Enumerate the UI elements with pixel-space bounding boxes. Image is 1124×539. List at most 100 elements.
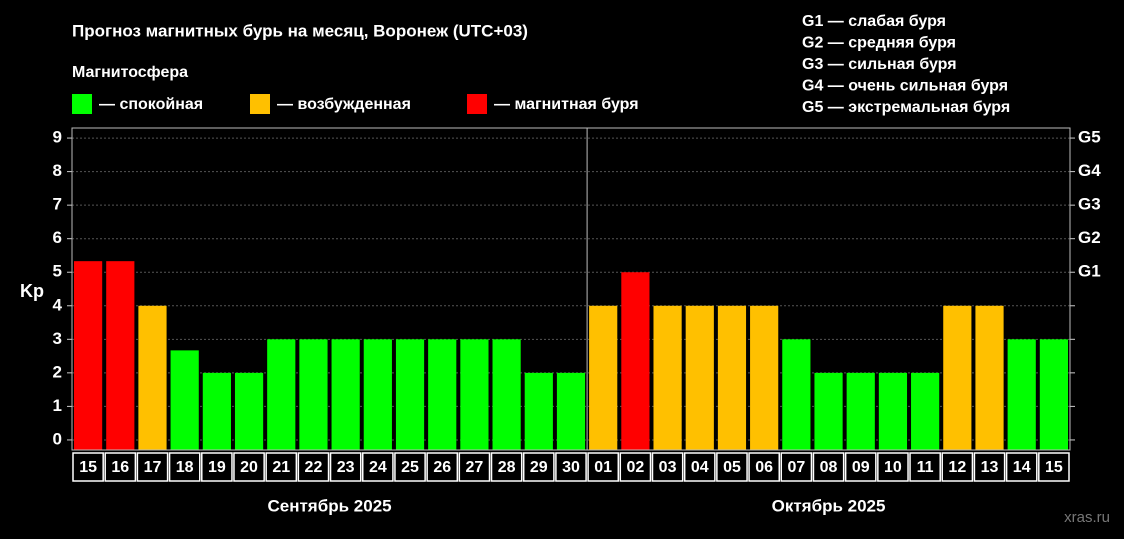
bar <box>299 339 328 450</box>
x-tick-label: 22 <box>305 459 323 476</box>
day-box <box>716 452 748 482</box>
x-tick-label: 06 <box>755 459 773 476</box>
y2-tick-label: G1 <box>1078 262 1101 281</box>
bar <box>170 350 199 450</box>
day-box <box>909 452 941 482</box>
legend-label: — спокойная <box>99 96 203 113</box>
day-box <box>973 452 1006 482</box>
bar <box>556 372 586 450</box>
day-box <box>780 452 813 482</box>
y2-tick-label: G2 <box>1078 228 1101 247</box>
storm-scale-item: G4 — очень сильная буря <box>802 78 1008 95</box>
bar <box>782 339 811 450</box>
day-box <box>683 452 716 482</box>
x-tick-label: 28 <box>498 459 516 476</box>
day-box <box>458 452 491 482</box>
day-box <box>941 452 974 482</box>
day-box <box>748 452 781 482</box>
month-label: Сентябрь 2025 <box>267 496 391 515</box>
day-box <box>490 452 523 482</box>
y-tick-label: 6 <box>53 228 62 247</box>
y-tick-label: 0 <box>53 429 62 448</box>
day-box <box>651 452 684 482</box>
bar <box>878 372 908 450</box>
x-tick-label: 02 <box>626 459 644 476</box>
y-tick-label: 5 <box>53 262 62 281</box>
bar <box>460 339 489 450</box>
day-box <box>522 452 555 482</box>
x-tick-label: 17 <box>144 459 162 476</box>
x-tick-label: 12 <box>948 459 966 476</box>
x-tick-label: 20 <box>240 459 258 476</box>
bar <box>911 372 940 450</box>
x-tick-label: 01 <box>594 459 612 476</box>
watermark: xras.ru <box>1064 509 1110 526</box>
bar <box>943 305 972 450</box>
x-tick-label: 24 <box>369 459 387 476</box>
y2-tick-label: G3 <box>1078 195 1101 214</box>
day-box <box>297 452 330 482</box>
day-box <box>555 452 587 482</box>
legend-label: — магнитная буря <box>494 96 639 113</box>
day-box <box>136 452 169 482</box>
bar <box>1039 339 1068 450</box>
y2-tick-label: G5 <box>1078 128 1101 147</box>
bar <box>717 305 747 450</box>
chart-title: Прогноз магнитных бурь на месяц, Воронеж… <box>72 21 528 40</box>
x-tick-label: 13 <box>981 459 999 476</box>
x-tick-label: 14 <box>1013 459 1031 476</box>
bar <box>106 261 135 450</box>
x-tick-label: 08 <box>820 459 838 476</box>
bar <box>589 305 618 450</box>
day-box <box>329 452 362 482</box>
legend-label: — возбужденная <box>277 96 411 113</box>
day-box <box>233 452 265 482</box>
legend-swatch <box>250 94 270 114</box>
day-box <box>361 452 394 482</box>
y-tick-label: 9 <box>53 128 62 147</box>
day-box <box>619 452 652 482</box>
bar <box>74 261 103 450</box>
x-tick-label: 10 <box>884 459 902 476</box>
bar <box>685 305 714 450</box>
bar <box>428 339 457 450</box>
day-box <box>168 452 201 482</box>
day-box <box>1038 452 1070 482</box>
x-tick-label: 27 <box>466 459 484 476</box>
x-tick-label: 26 <box>433 459 451 476</box>
storm-scale-item: G2 — средняя буря <box>802 35 956 52</box>
x-tick-label: 19 <box>208 459 226 476</box>
bar <box>331 339 360 450</box>
bar <box>975 305 1004 450</box>
bar <box>138 305 167 450</box>
bar <box>234 372 264 450</box>
bar <box>524 372 553 450</box>
day-box <box>812 452 845 482</box>
x-tick-label: 03 <box>659 459 677 476</box>
day-box <box>426 452 459 482</box>
day-box <box>844 452 877 482</box>
day-box <box>1005 452 1038 482</box>
y-tick-label: 7 <box>53 195 62 214</box>
x-tick-label: 11 <box>917 459 934 476</box>
y2-tick-label: G4 <box>1078 161 1101 180</box>
x-tick-label: 07 <box>787 459 805 476</box>
month-label: Октябрь 2025 <box>772 496 886 515</box>
x-tick-label: 25 <box>401 459 419 476</box>
legend-title: Магнитосфера <box>72 64 188 81</box>
bar <box>492 339 521 450</box>
legend-swatch <box>467 94 487 114</box>
day-box <box>394 452 426 482</box>
storm-scale-item: G1 — слабая буря <box>802 13 946 30</box>
day-box <box>201 452 233 482</box>
bar <box>621 272 650 450</box>
bar <box>395 339 425 450</box>
day-box <box>587 452 620 482</box>
bar <box>202 372 231 450</box>
y-axis-label: Kp <box>20 281 44 301</box>
x-tick-label: 16 <box>111 459 129 476</box>
legend-swatch <box>72 94 92 114</box>
storm-scale-item: G5 — экстремальная буря <box>802 99 1010 116</box>
bar <box>267 339 296 450</box>
